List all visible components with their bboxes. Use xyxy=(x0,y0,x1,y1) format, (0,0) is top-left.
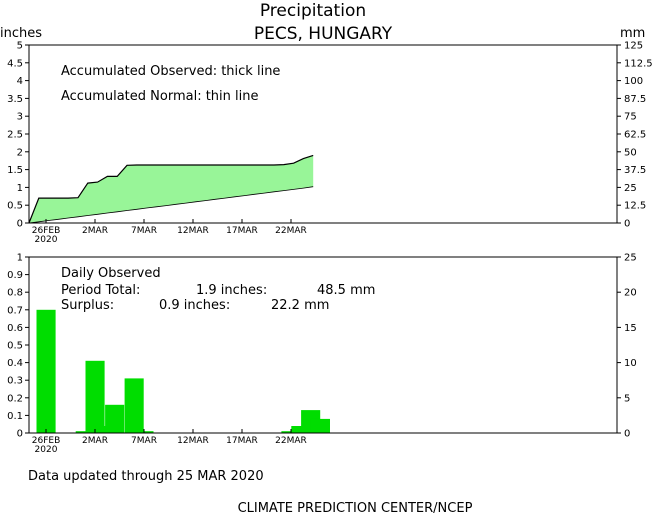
top-ylabel-left: inches xyxy=(0,26,42,41)
x-tick-label: 7MAR xyxy=(131,436,157,446)
accumulated-observed-legend: Accumulated Observed: thick line xyxy=(61,64,280,79)
daily-observed-heading: Daily Observed xyxy=(61,266,161,281)
period-total-mm: 48.5 mm xyxy=(317,283,375,298)
accumulated-plot-area xyxy=(28,154,314,224)
x-tick-label: 22MAR xyxy=(275,226,307,236)
y-tick-label-right: 100 xyxy=(624,76,643,87)
y-tick-label-right: 50 xyxy=(624,147,637,158)
credit-line: CLIMATE PREDICTION CENTER/NCEP xyxy=(238,501,473,516)
x-tick-label: 26FEB xyxy=(32,226,61,236)
surplus-label: Surplus: xyxy=(61,298,114,313)
period-total-label: Period Total: xyxy=(61,283,140,298)
daily-precipitation-panel: 00.10.20.30.40.50.60.70.80.9105101520252… xyxy=(7,253,637,456)
data-updated-note: Data updated through 25 MAR 2020 xyxy=(28,469,264,484)
y-tick-label-left: 0.4 xyxy=(7,358,23,369)
y-tick-label-left: 1 xyxy=(17,183,23,194)
y-tick-label-right: 125 xyxy=(624,41,643,52)
x-tick-label: 2MAR xyxy=(82,436,108,446)
x-tick-label: 12MAR xyxy=(177,436,209,446)
y-tick-label-left: 0.3 xyxy=(7,376,23,387)
y-tick-label-left: 5 xyxy=(17,41,23,52)
accumulated-normal-line xyxy=(28,186,314,224)
y-tick-label-right: 20 xyxy=(624,288,637,299)
x-tick-label: 26FEB xyxy=(32,436,61,446)
y-tick-label-right: 62.5 xyxy=(624,130,646,141)
y-tick-label-left: 1.5 xyxy=(7,165,23,176)
y-tick-label-right: 5 xyxy=(624,393,630,404)
y-tick-label-right: 75 xyxy=(624,112,637,123)
y-tick-label-right: 112.5 xyxy=(624,58,652,69)
daily-axes: 00.10.20.30.40.50.60.70.80.9105101520252… xyxy=(7,253,637,456)
accumulated-precipitation-panel: 00.511.522.533.544.55012.52537.55062.575… xyxy=(7,41,652,246)
surplus-mm: 22.2 mm xyxy=(271,298,329,313)
y-tick-label-left: 0.6 xyxy=(7,323,23,334)
y-tick-label-left: 0.1 xyxy=(7,411,23,422)
daily-plot-area xyxy=(36,309,330,433)
accumulated-axes: 00.511.522.533.544.55012.52537.55062.575… xyxy=(7,41,652,246)
y-tick-label-right: 37.5 xyxy=(624,165,646,176)
y-tick-label-right: 25 xyxy=(624,253,637,264)
y-tick-label-right: 12.5 xyxy=(624,201,646,212)
daily-bar xyxy=(310,418,330,433)
y-tick-label-right: 15 xyxy=(624,323,637,334)
x-tick-year: 2020 xyxy=(35,235,58,245)
y-tick-label-left: 2 xyxy=(17,147,23,158)
chart-subtitle: PECS, HUNGARY xyxy=(254,24,393,44)
surplus-inches: 0.9 inches: xyxy=(159,298,230,313)
y-tick-label-left: 0.5 xyxy=(7,341,23,352)
y-tick-label-left: 3 xyxy=(17,112,23,123)
daily-bar xyxy=(291,426,311,433)
y-tick-label-left: 0 xyxy=(17,429,23,440)
y-tick-label-right: 25 xyxy=(624,183,637,194)
x-tick-label: 2MAR xyxy=(82,226,108,236)
y-tick-label-left: 3.5 xyxy=(7,94,23,105)
y-tick-label-right: 0 xyxy=(624,429,630,440)
y-tick-label-left: 0.9 xyxy=(7,270,23,281)
x-tick-year: 2020 xyxy=(35,445,58,455)
top-ylabel-right: mm xyxy=(620,26,645,41)
y-tick-label-left: 1 xyxy=(17,253,23,264)
x-tick-label: 7MAR xyxy=(131,226,157,236)
daily-bar xyxy=(75,431,95,433)
y-tick-label-right: 10 xyxy=(624,358,637,369)
daily-bar xyxy=(105,404,125,433)
y-tick-label-right: 0 xyxy=(624,219,630,230)
x-tick-label: 17MAR xyxy=(226,226,258,236)
accumulated-observed-line xyxy=(28,154,314,224)
x-tick-label: 12MAR xyxy=(177,226,209,236)
x-tick-label: 17MAR xyxy=(226,436,258,446)
y-tick-label-left: 4.5 xyxy=(7,58,23,69)
y-tick-label-left: 0.7 xyxy=(7,305,23,316)
y-tick-label-left: 0.5 xyxy=(7,201,23,212)
y-tick-label-left: 0.8 xyxy=(7,288,23,299)
accumulated-normal-legend: Accumulated Normal: thin line xyxy=(61,89,259,104)
period-total-inches: 1.9 inches: xyxy=(196,283,267,298)
y-tick-label-right: 87.5 xyxy=(624,94,646,105)
daily-bar xyxy=(124,378,144,433)
y-tick-label-left: 2.5 xyxy=(7,130,23,141)
y-tick-label-left: 0 xyxy=(17,219,23,230)
y-tick-label-left: 0.2 xyxy=(7,393,23,404)
y-tick-label-left: 4 xyxy=(17,76,23,87)
x-tick-label: 22MAR xyxy=(275,436,307,446)
chart-title: Precipitation xyxy=(260,1,366,21)
daily-bar xyxy=(95,426,115,433)
daily-bar xyxy=(85,360,105,433)
accumulated-difference-fill xyxy=(29,155,314,223)
daily-bar xyxy=(36,309,56,433)
